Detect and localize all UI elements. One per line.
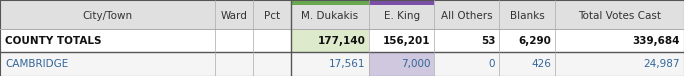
Bar xyxy=(0,0,684,29)
Bar xyxy=(291,0,369,5)
Text: City/Town: City/Town xyxy=(83,11,133,21)
Text: CAMBRIDGE: CAMBRIDGE xyxy=(5,59,68,69)
Text: 24,987: 24,987 xyxy=(644,59,680,69)
Text: M. Dukakis: M. Dukakis xyxy=(302,11,358,21)
Bar xyxy=(369,0,434,5)
Text: 177,140: 177,140 xyxy=(317,36,365,46)
Text: 156,201: 156,201 xyxy=(383,36,430,46)
Text: 53: 53 xyxy=(481,36,495,46)
Text: 7,000: 7,000 xyxy=(401,59,430,69)
Text: 339,684: 339,684 xyxy=(633,36,680,46)
Text: 17,561: 17,561 xyxy=(329,59,365,69)
Bar xyxy=(369,52,434,76)
Text: 0: 0 xyxy=(488,59,495,69)
Text: Total Votes Cast: Total Votes Cast xyxy=(578,11,661,21)
Text: COUNTY TOTALS: COUNTY TOTALS xyxy=(5,36,102,46)
Text: All Others: All Others xyxy=(441,11,492,21)
Text: Ward: Ward xyxy=(221,11,248,21)
Text: E. King: E. King xyxy=(384,11,420,21)
Text: Blanks: Blanks xyxy=(510,11,544,21)
Text: Pct: Pct xyxy=(264,11,280,21)
Text: 426: 426 xyxy=(531,59,551,69)
Bar xyxy=(0,29,684,52)
Text: 6,290: 6,290 xyxy=(518,36,551,46)
Bar xyxy=(291,29,369,52)
Bar xyxy=(0,52,684,76)
